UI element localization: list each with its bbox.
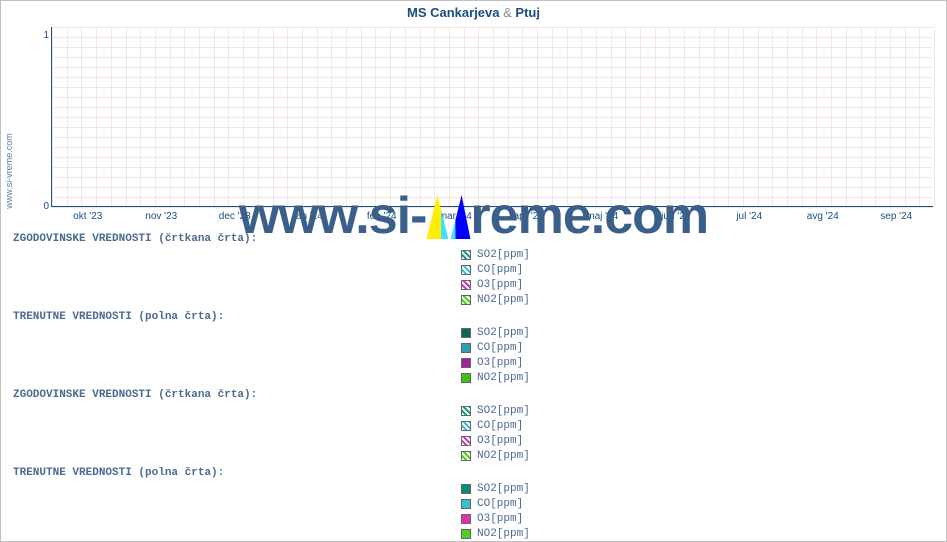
legend-item: O3[ppm]: [461, 433, 661, 448]
legend-swatch-icon: [461, 265, 471, 275]
legend-swatch-icon: [461, 529, 471, 539]
legend-item-label: CO[ppm]: [477, 498, 523, 510]
legend-item: NO2[ppm]: [461, 526, 661, 541]
x-tick-label: apr '24: [499, 211, 559, 222]
legend-item-label: NO2[ppm]: [477, 528, 530, 540]
title-ampersand: &: [503, 5, 512, 20]
legend-item: O3[ppm]: [461, 277, 661, 292]
y-tick-label: 1: [37, 30, 49, 41]
legend-block: SO2[ppm] CO[ppm] O3[ppm] NO2[ppm]: [461, 247, 661, 307]
legend-swatch-icon: [461, 373, 471, 383]
legend-item: CO[ppm]: [461, 340, 661, 355]
legend-item: O3[ppm]: [461, 355, 661, 370]
legend-item-label: SO2[ppm]: [477, 249, 530, 261]
legend-item-label: O3[ppm]: [477, 435, 523, 447]
legend-item-label: CO[ppm]: [477, 420, 523, 432]
legend-swatch-icon: [461, 484, 471, 494]
legend-item-label: SO2[ppm]: [477, 405, 530, 417]
title-part-a: MS Cankarjeva: [407, 5, 500, 20]
x-tick-label: avg '24: [793, 211, 853, 222]
legend-item: CO[ppm]: [461, 262, 661, 277]
legend-item-label: SO2[ppm]: [477, 327, 530, 339]
x-tick-label: mar '24: [425, 211, 485, 222]
x-tick-label: sep '24: [866, 211, 926, 222]
x-tick-label: jan '24: [278, 211, 338, 222]
legend-item: SO2[ppm]: [461, 481, 661, 496]
legend-swatch-icon: [461, 280, 471, 290]
legend-swatch-icon: [461, 514, 471, 524]
x-tick-label: jun '24: [646, 211, 706, 222]
legend-swatch-icon: [461, 358, 471, 368]
legend-item: NO2[ppm]: [461, 448, 661, 463]
legend-item-label: O3[ppm]: [477, 513, 523, 525]
legend-swatch-icon: [461, 328, 471, 338]
legend-section-label: ZGODOVINSKE VREDNOSTI (črtkana črta):: [13, 233, 257, 245]
x-tick-label: jul '24: [719, 211, 779, 222]
legend-item-label: NO2[ppm]: [477, 450, 530, 462]
legend-item: CO[ppm]: [461, 418, 661, 433]
legend-swatch-icon: [461, 421, 471, 431]
legend-block: SO2[ppm] CO[ppm] O3[ppm] NO2[ppm]: [461, 403, 661, 463]
legend-item: SO2[ppm]: [461, 247, 661, 262]
legend-item-label: CO[ppm]: [477, 342, 523, 354]
y-axis-label: www.si-vreme.com: [3, 101, 15, 241]
legend-block: SO2[ppm] CO[ppm] O3[ppm] NO2[ppm]: [461, 481, 661, 541]
legend-block: SO2[ppm] CO[ppm] O3[ppm] NO2[ppm]: [461, 325, 661, 385]
x-tick-label: feb '24: [352, 211, 412, 222]
x-tick-label: okt '23: [58, 211, 118, 222]
chart-area: [51, 27, 933, 207]
legend-swatch-icon: [461, 499, 471, 509]
legend-item: NO2[ppm]: [461, 370, 661, 385]
y-tick-label: 0: [37, 201, 49, 212]
legend-swatch-icon: [461, 436, 471, 446]
legend-swatch-icon: [461, 406, 471, 416]
legend-item: NO2[ppm]: [461, 292, 661, 307]
legend-section-label: TRENUTNE VREDNOSTI (polna črta):: [13, 467, 224, 479]
legend-item-label: NO2[ppm]: [477, 294, 530, 306]
x-tick-label: dec '23: [205, 211, 265, 222]
y-axis-label-text: www.si-vreme.com: [4, 133, 14, 209]
legend-item-label: O3[ppm]: [477, 279, 523, 291]
x-tick-label: nov '23: [131, 211, 191, 222]
legend-item-label: SO2[ppm]: [477, 483, 530, 495]
legend-item: SO2[ppm]: [461, 403, 661, 418]
legend-swatch-icon: [461, 343, 471, 353]
title-part-b: Ptuj: [515, 5, 540, 20]
legend-swatch-icon: [461, 451, 471, 461]
legend-item-label: CO[ppm]: [477, 264, 523, 276]
legend-item-label: O3[ppm]: [477, 357, 523, 369]
x-tick-label: maj '24: [572, 211, 632, 222]
legend-item: O3[ppm]: [461, 511, 661, 526]
legend-swatch-icon: [461, 250, 471, 260]
legend-section-label: TRENUTNE VREDNOSTI (polna črta):: [13, 311, 224, 323]
legend-item: CO[ppm]: [461, 496, 661, 511]
legend-section-label: ZGODOVINSKE VREDNOSTI (črtkana črta):: [13, 389, 257, 401]
legend-item: SO2[ppm]: [461, 325, 661, 340]
legend-swatch-icon: [461, 295, 471, 305]
chart-title: MS Cankarjeva & Ptuj: [1, 5, 946, 20]
legend-item-label: NO2[ppm]: [477, 372, 530, 384]
